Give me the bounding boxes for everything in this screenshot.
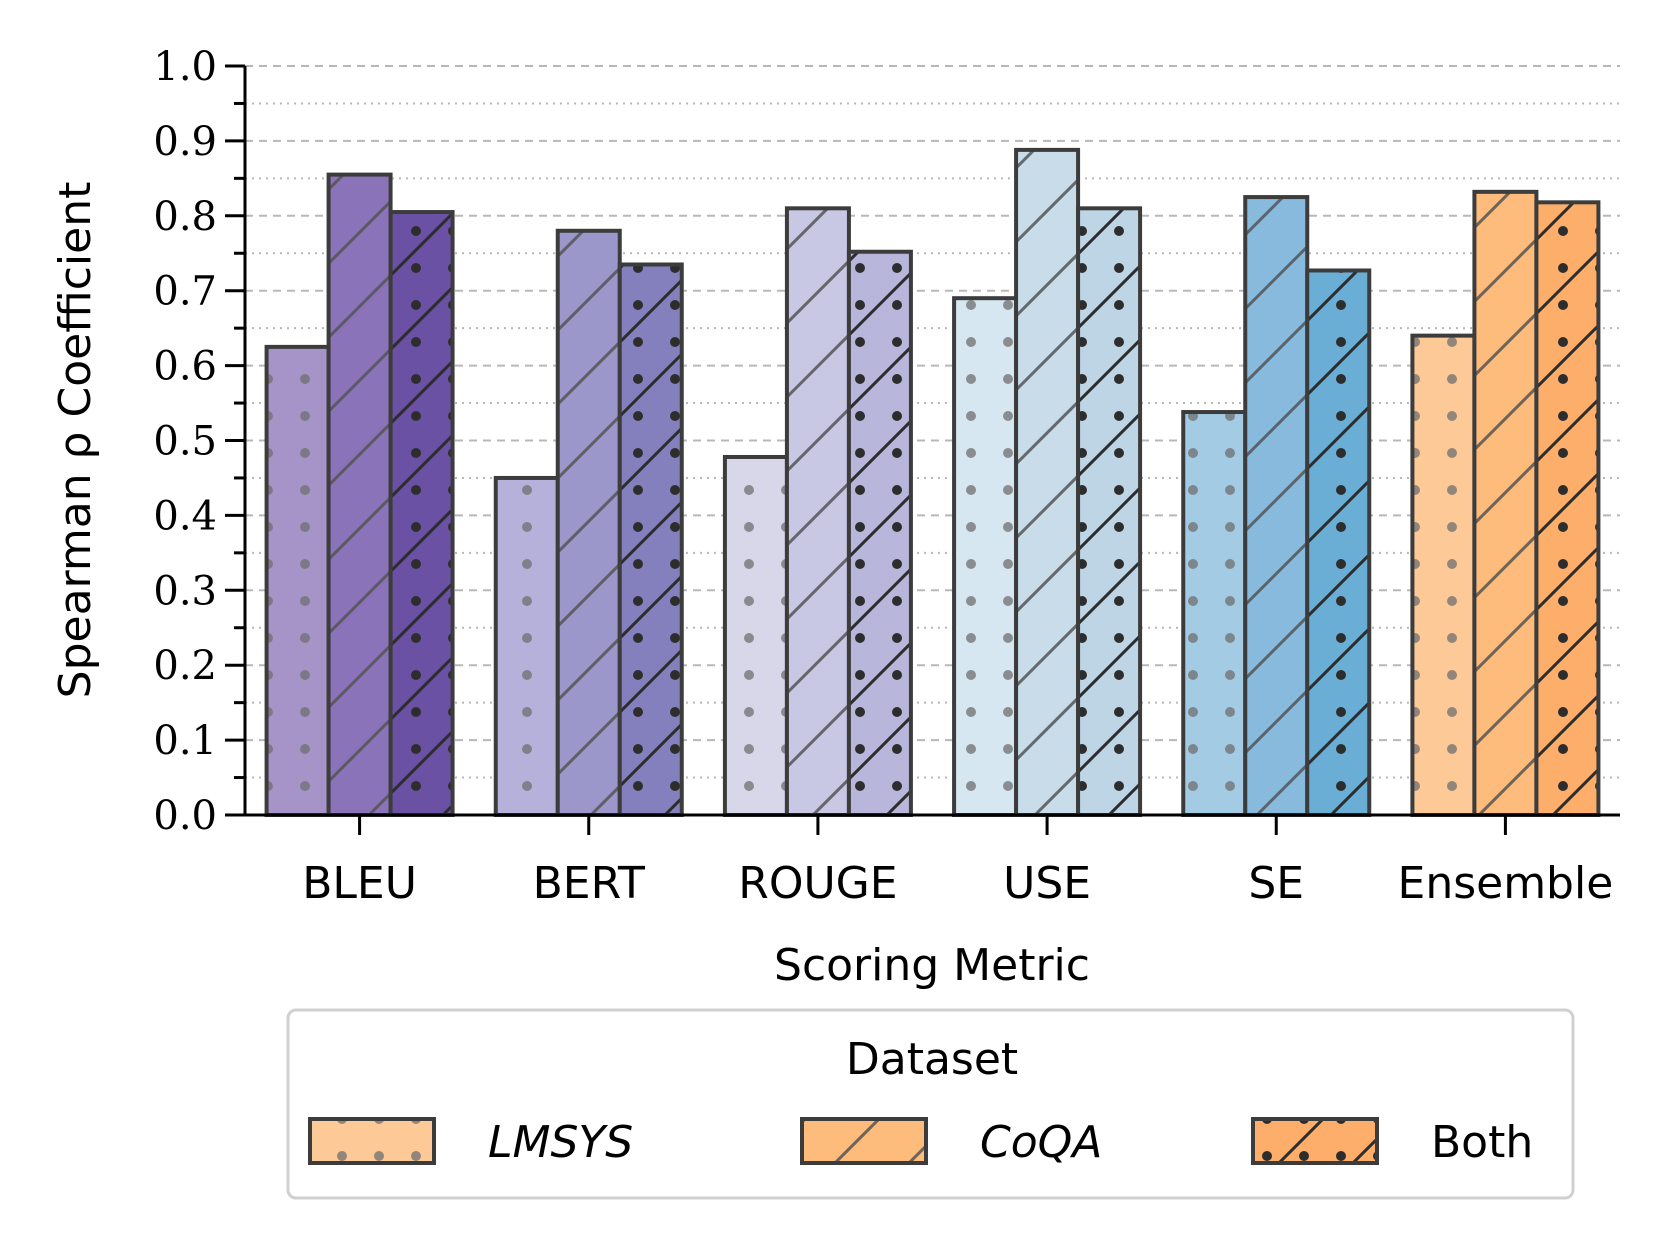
legend-swatch-hatch — [1253, 1119, 1377, 1163]
bar-hatch — [328, 174, 391, 816]
legend: Dataset LMSYS CoQA Both — [286, 1008, 1575, 1200]
bar-hatch — [1245, 197, 1308, 815]
legend-entries: LMSYS CoQA Both — [308, 1117, 1533, 1168]
legend-title: Dataset — [846, 1034, 1018, 1085]
bar-hatch — [266, 346, 329, 815]
y-tick-label: 0.4 — [153, 493, 217, 539]
bar-hatch — [1307, 270, 1370, 815]
bar-hatch — [619, 264, 682, 815]
y-tick-label: 0.1 — [153, 718, 217, 764]
x-tick-label-bert: BERT — [533, 858, 645, 909]
grid-lines — [245, 65, 1620, 779]
bar-hatch — [495, 477, 558, 815]
y-tick-label: 1.0 — [153, 44, 217, 90]
legend-swatch-hatch — [802, 1119, 926, 1163]
y-tick-label: 0.5 — [153, 419, 217, 465]
legend-swatch-both — [1251, 1117, 1379, 1165]
bar-hatch — [724, 456, 787, 815]
legend-label-lmsys: LMSYS — [488, 1117, 633, 1168]
legend-label-both: Both — [1431, 1117, 1533, 1168]
x-axis-title: Scoring Metric — [774, 940, 1090, 991]
bar-hatch — [1536, 202, 1599, 815]
bars — [264, 147, 1601, 818]
y-tick-label: 0.8 — [153, 194, 217, 240]
bar-hatch — [390, 212, 453, 815]
bar-hatch — [1474, 191, 1537, 815]
x-tick-label-use: USE — [1003, 858, 1091, 909]
bar-hatch — [848, 251, 911, 815]
y-axis-title: Spearman ρ Coefficient — [50, 182, 101, 699]
y-tick-label: 0.0 — [153, 793, 217, 839]
legend-swatch-hatch — [310, 1119, 434, 1163]
bar-hatch — [1183, 412, 1246, 815]
x-tick-label-rouge: ROUGE — [738, 858, 897, 909]
bar-hatch — [954, 298, 1017, 815]
legend-swatch-lmsys — [308, 1117, 436, 1165]
bar-hatch — [1016, 149, 1079, 815]
x-tick-label-bleu: BLEU — [302, 858, 417, 909]
bar-hatch — [1078, 208, 1141, 815]
y-tick-label: 0.3 — [153, 568, 217, 614]
x-tick-label-ensemble: Ensemble — [1398, 858, 1614, 909]
bar-hatch — [786, 208, 849, 815]
bar-hatch — [1412, 335, 1475, 815]
axes: 0.0 0.1 0.2 0.3 0.4 0.5 0.6 0.7 0.8 0.9 1.0 BLEU BER… — [153, 44, 1620, 909]
bar-hatch — [557, 230, 620, 815]
x-tick-label-se: SE — [1248, 858, 1304, 909]
y-tick-label: 0.7 — [153, 269, 217, 315]
y-tick-label: 0.9 — [153, 119, 217, 165]
legend-swatch-coqa — [800, 1117, 928, 1165]
legend-label-coqa: CoQA — [980, 1117, 1102, 1168]
y-tick-label: 0.6 — [153, 344, 217, 390]
y-tick-label: 0.2 — [153, 643, 217, 689]
